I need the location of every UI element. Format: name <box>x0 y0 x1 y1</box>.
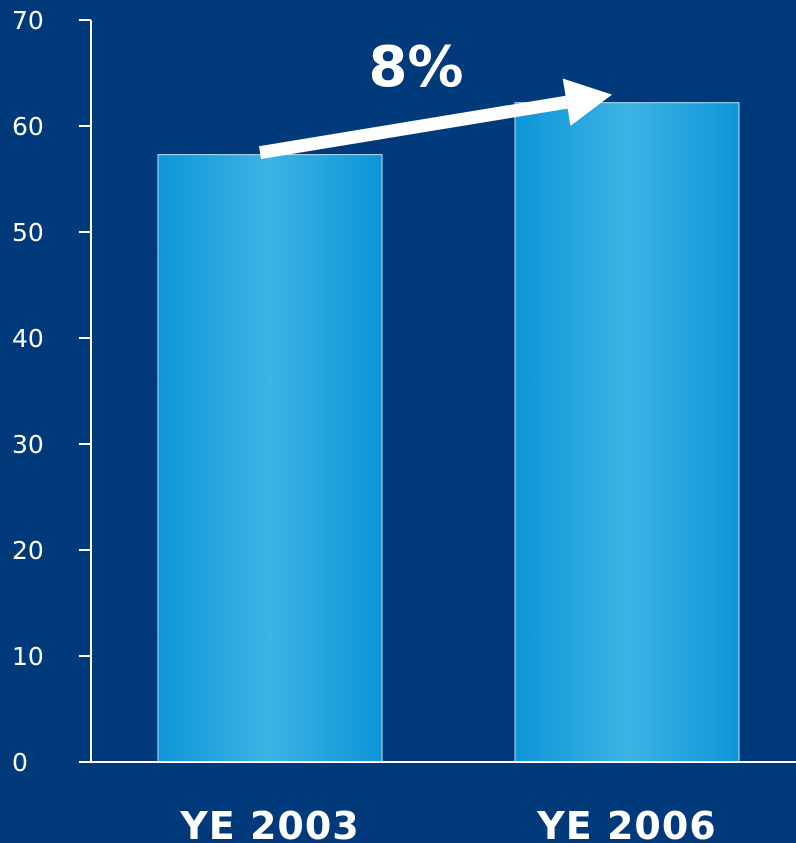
y-tick-label: 60 <box>12 112 44 141</box>
y-tick-label: 40 <box>12 324 44 353</box>
y-tick-label: 20 <box>12 536 44 565</box>
axes-layer <box>79 19 796 763</box>
y-tick-label: 70 <box>12 6 44 35</box>
annotation-layer: 8% <box>258 35 612 160</box>
bar-ye-2003 <box>157 154 383 763</box>
growth-arrow-shaft <box>258 95 568 160</box>
y-tick-label: 10 <box>12 642 44 671</box>
y-tick-label: 30 <box>12 430 44 459</box>
growth-percent-label: 8% <box>368 35 463 100</box>
y-tick-label: 50 <box>12 218 44 247</box>
x-category-label: YE 2006 <box>536 804 716 843</box>
x-category-label: YE 2003 <box>179 804 359 843</box>
y-tick-label: 0 <box>12 748 28 777</box>
bar-ye-2006 <box>514 102 740 763</box>
growth-arrow-head <box>562 78 612 126</box>
labels-layer: 0 10 20 30 40 50 60 70 YE 2003 YE 2006 <box>12 6 716 843</box>
bars-layer <box>157 102 740 763</box>
